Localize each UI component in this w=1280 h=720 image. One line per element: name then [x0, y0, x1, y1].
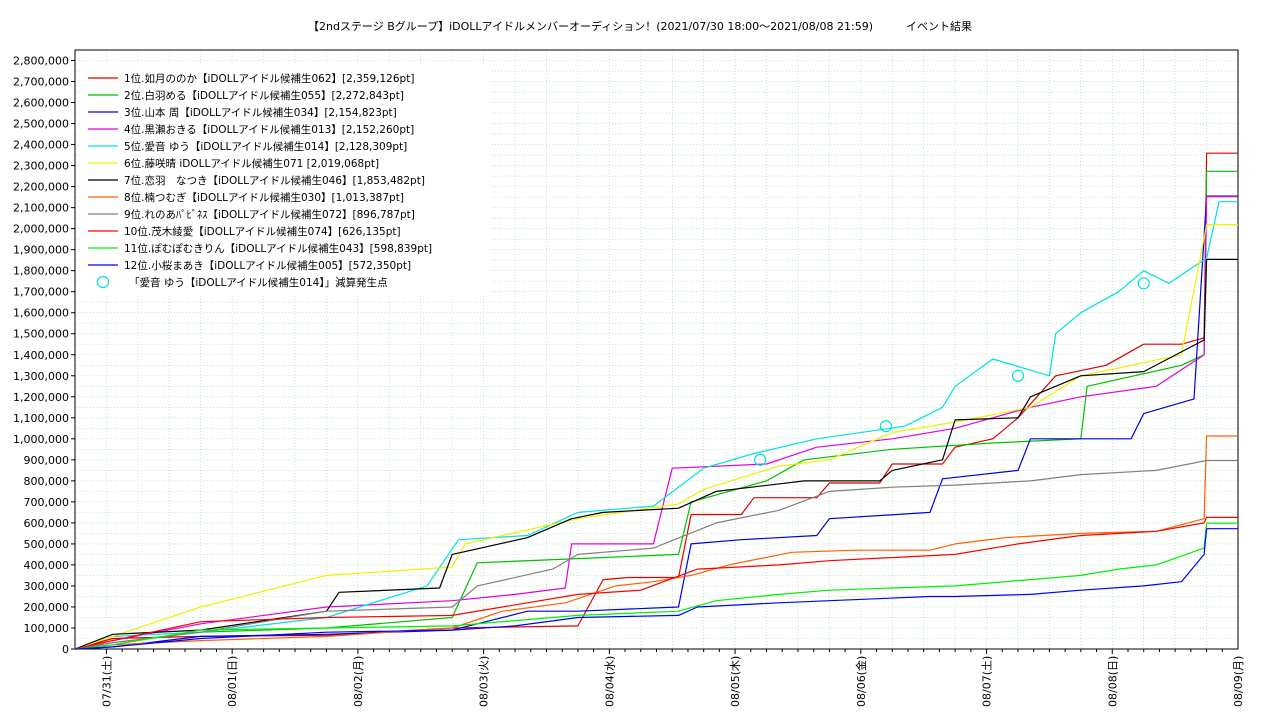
y-tick-label: 1,100,000 — [13, 412, 69, 425]
x-tick-label: 08/02(月) — [352, 656, 365, 707]
y-tick-label: 1,800,000 — [13, 265, 69, 278]
legend-label: 3位.山本 周【iDOLLアイドル候補生034】[2,154,823pt] — [124, 106, 397, 119]
legend-box — [81, 64, 491, 296]
y-tick-label: 1,000,000 — [13, 433, 69, 446]
x-tick-label: 08/01(日) — [226, 656, 239, 707]
legend-label: 5位.愛音 ゆう【iDOLLアイドル候補生014】[2,128,309pt] — [124, 140, 407, 153]
y-tick-label: 2,700,000 — [13, 76, 69, 89]
y-tick-label: 400,000 — [24, 559, 70, 572]
x-tick-label: 07/31(土) — [100, 656, 113, 707]
y-tick-label: 2,500,000 — [13, 118, 69, 131]
subtraction-marker — [754, 453, 767, 466]
series-line — [74, 201, 1238, 650]
x-tick-label: 08/09(月) — [1232, 656, 1245, 707]
y-tick-label: 1,300,000 — [13, 370, 69, 383]
series-line — [74, 435, 1238, 650]
x-tick-label: 08/06(金) — [854, 656, 868, 707]
legend-label: 12位.小桜まあき【iDOLLアイドル候補生005】[572,350pt] — [124, 259, 411, 272]
x-tick-label: 08/04(水) — [603, 656, 616, 707]
subtraction-marker — [1137, 277, 1150, 290]
legend-marker-swatch — [96, 275, 110, 289]
y-tick-label: 1,700,000 — [13, 286, 69, 299]
y-tick-label: 200,000 — [24, 601, 70, 614]
y-tick-label: 2,200,000 — [13, 181, 69, 194]
series-line — [74, 195, 1238, 650]
legend-label: 6位.藤咲晴 iDOLLアイドル候補生071 [2,019,068pt] — [124, 157, 379, 170]
y-tick-label: 700,000 — [24, 496, 70, 509]
y-tick-label: 2,600,000 — [13, 97, 69, 110]
y-tick-label: 1,200,000 — [13, 391, 69, 404]
series-line — [74, 516, 1238, 650]
x-tick-label: 08/05(木) — [729, 656, 742, 707]
subtraction-marker — [1011, 369, 1025, 382]
y-tick-label: 900,000 — [24, 454, 70, 467]
series-line — [74, 528, 1238, 650]
y-tick-label: 2,400,000 — [13, 139, 69, 152]
x-tick-label: 08/08(日) — [1106, 656, 1119, 707]
y-tick-label: 0 — [62, 643, 69, 656]
legend-label: 7位.恋羽 なつき【iDOLLアイドル候補生046】[1,853,482pt] — [124, 174, 425, 187]
legend-label: 2位.白羽める【iDOLLアイドル候補生055】[2,272,843pt] — [124, 89, 404, 102]
series-line — [74, 459, 1238, 650]
y-tick-label: 2,800,000 — [13, 55, 69, 68]
y-tick-label: 600,000 — [24, 517, 70, 530]
y-tick-label: 1,400,000 — [13, 349, 69, 362]
series-line — [74, 522, 1238, 650]
series-line — [74, 196, 1238, 650]
legend-label: 11位.ぽむぽむきりん【iDOLLアイドル候補生043】[598,839pt] — [124, 242, 432, 255]
legend-label: 4位.黒瀬おきる【iDOLLアイドル候補生013】[2,152,260pt] — [124, 123, 414, 136]
x-tick-label: 08/07(土) — [981, 656, 994, 707]
series-line — [74, 258, 1238, 650]
x-tick-label: 08/03(火) — [478, 656, 491, 707]
y-tick-label: 2,000,000 — [13, 223, 69, 236]
legend-label: 8位.楠つむぎ【iDOLLアイドル候補生030】[1,013,387pt] — [124, 191, 404, 204]
y-tick-label: 100,000 — [24, 622, 70, 635]
y-tick-label: 1,900,000 — [13, 244, 69, 257]
y-tick-label: 500,000 — [24, 538, 70, 551]
legend-label: 1位.如月ののか【iDOLLアイドル候補生062】[2,359,126pt] — [124, 72, 414, 85]
y-tick-label: 300,000 — [24, 580, 70, 593]
legend-label: 10位.茂木綾愛【iDOLLアイドル候補生074】[626,135pt] — [124, 225, 401, 238]
legend-label: 9位.れのあﾊﾟﾋﾞﾈｽ【iDOLLアイドル候補生072】[896,787pt] — [124, 208, 415, 221]
chart-title: 【2ndステージ Bグループ】iDOLLアイドルメンバーオーディション！(202… — [307, 20, 972, 33]
legend-marker-label: 「愛音 ゆう【iDOLLアイドル候補生014】」減算発生点 — [129, 276, 388, 289]
series-line — [74, 224, 1238, 650]
y-tick-label: 1,600,000 — [13, 307, 69, 320]
y-tick-label: 800,000 — [24, 475, 70, 488]
y-tick-label: 1,500,000 — [13, 328, 69, 341]
y-tick-label: 2,300,000 — [13, 160, 69, 173]
y-tick-label: 2,100,000 — [13, 202, 69, 215]
subtraction-marker — [879, 420, 893, 433]
